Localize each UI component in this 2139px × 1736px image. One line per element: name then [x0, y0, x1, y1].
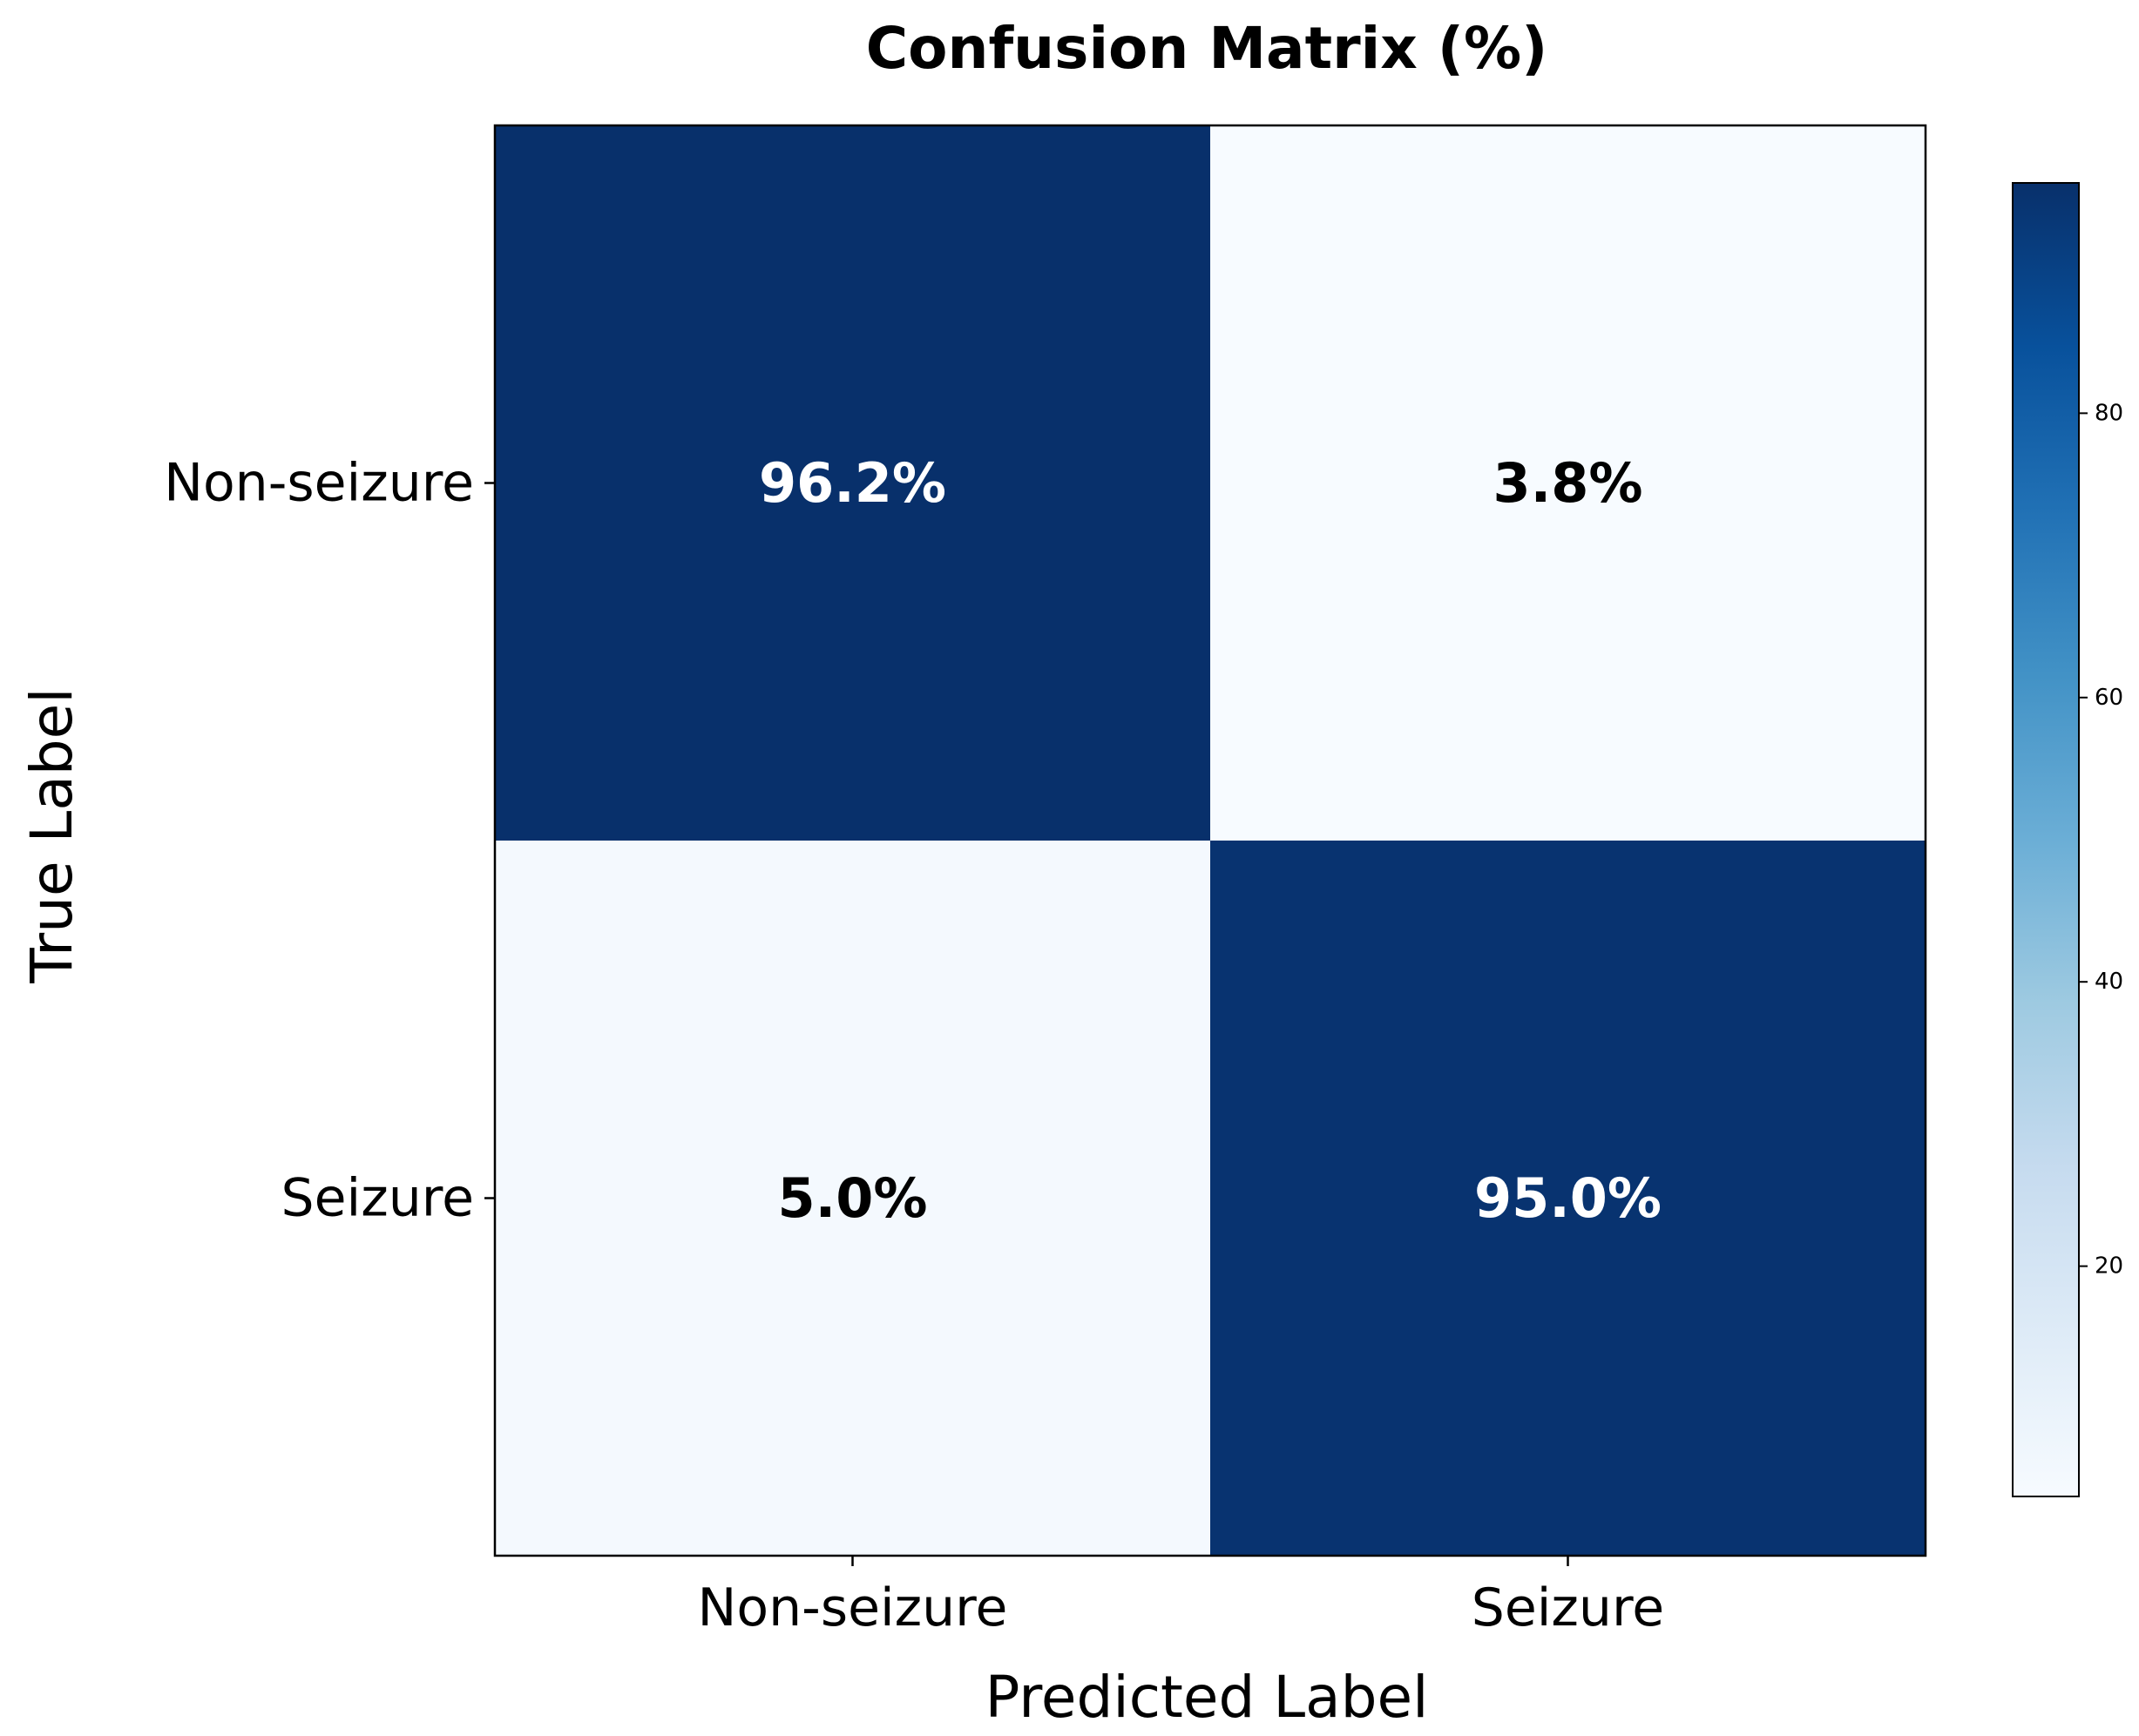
y-axis-ticks: Non-seizure Seizure	[164, 453, 495, 1229]
colorbar: 20 40 60 80	[2012, 182, 2123, 1497]
colorbar-tick-label-2: 60	[2095, 685, 2123, 711]
y-tick-label-1: Seizure	[281, 1168, 474, 1229]
heatmap-cell-label-1-1: 95.0%	[1474, 1166, 1662, 1230]
heatmap-cell-label-1-0: 5.0%	[778, 1166, 928, 1230]
colorbar-tick-label-0: 20	[2095, 1253, 2123, 1280]
x-axis-label: Predicted Label	[985, 1664, 1429, 1731]
heatmap-cell-0-1	[1210, 125, 1926, 841]
x-axis-ticks: Non-seizure Seizure	[698, 1556, 1664, 1638]
heatmap-cell-labels: 96.2% 3.8% 5.0% 95.0%	[759, 451, 1662, 1230]
chart-title: Confusion Matrix (%)	[866, 15, 1548, 82]
heatmap-cells	[495, 125, 1926, 1556]
colorbar-gradient	[2012, 182, 2080, 1497]
colorbar-tick-label-3: 80	[2095, 400, 2123, 426]
colorbar-tick-label-1: 40	[2095, 969, 2123, 995]
plot-frame	[493, 124, 1927, 1557]
x-tick-label-1: Seizure	[1472, 1577, 1664, 1638]
heatmap-cell-1-0	[495, 841, 1210, 1556]
heatmap-cell-label-0-1: 3.8%	[1493, 451, 1643, 515]
heatmap-cell-label-0-0: 96.2%	[759, 451, 946, 515]
colorbar-ticks: 20 40 60 80	[2079, 400, 2123, 1280]
heatmap-cell-0-0	[495, 125, 1210, 841]
y-tick-label-0: Non-seizure	[164, 453, 474, 514]
x-tick-label-0: Non-seizure	[698, 1577, 1008, 1638]
y-axis-label: True Label	[18, 687, 85, 983]
heatmap-cell-1-1	[1210, 841, 1926, 1556]
